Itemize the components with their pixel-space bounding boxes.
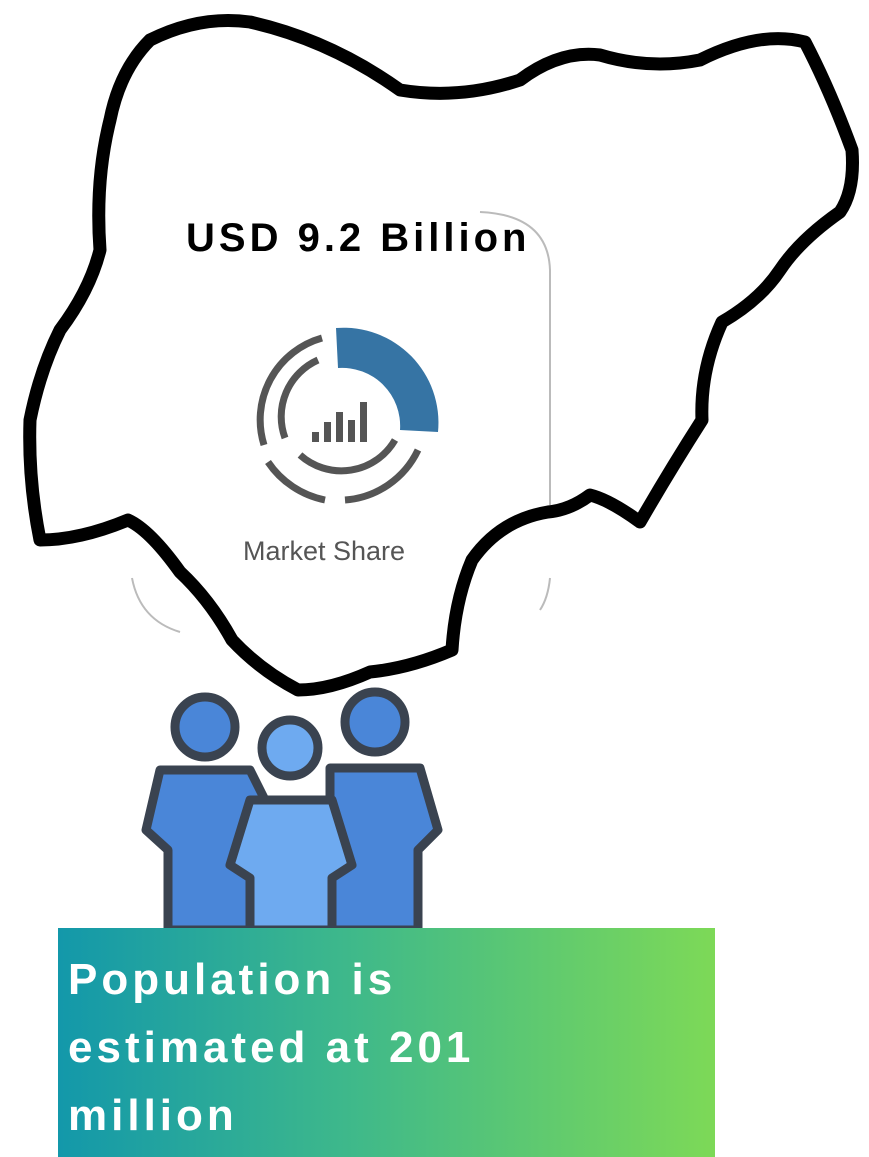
card-edge (131, 577, 181, 633)
map-outline (23, 14, 859, 697)
icon-label: Market Share (243, 536, 406, 566)
market-share-icon (256, 327, 439, 504)
banner: Population is estimated at 201 million (58, 928, 715, 1157)
card-edge (539, 577, 551, 611)
card-edge (479, 211, 551, 505)
banner-text: Population is estimated at 201 million (68, 955, 475, 1140)
headline: USD 9.2 Billion (186, 216, 531, 260)
people-icon (141, 687, 443, 935)
